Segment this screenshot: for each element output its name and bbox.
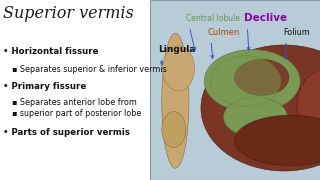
Text: • Primary fissure: • Primary fissure (3, 82, 86, 91)
Ellipse shape (201, 45, 320, 171)
Text: Folium: Folium (283, 28, 310, 37)
Ellipse shape (235, 59, 289, 95)
Text: Central lobule: Central lobule (186, 14, 240, 23)
Ellipse shape (223, 97, 287, 137)
Text: Declive: Declive (244, 13, 287, 23)
Text: ▪ Separates anterior lobe from: ▪ Separates anterior lobe from (12, 98, 137, 107)
Ellipse shape (163, 46, 195, 91)
Ellipse shape (204, 50, 300, 112)
Text: • Parts of superior vermis: • Parts of superior vermis (3, 128, 130, 137)
Ellipse shape (162, 33, 189, 168)
Text: Lingula: Lingula (158, 45, 196, 54)
Bar (150, 0, 320, 180)
Text: • Horizontal fissure: • Horizontal fissure (3, 47, 99, 56)
Ellipse shape (211, 56, 281, 106)
Ellipse shape (297, 68, 320, 140)
Ellipse shape (235, 115, 320, 166)
Ellipse shape (162, 112, 186, 148)
Text: ▪ Separates superior & inferior vermis: ▪ Separates superior & inferior vermis (12, 65, 167, 74)
Text: Superior vermis: Superior vermis (3, 4, 133, 21)
Text: Culmen: Culmen (208, 28, 240, 37)
Text: ▪ superior part of posterior lobe: ▪ superior part of posterior lobe (12, 109, 141, 118)
